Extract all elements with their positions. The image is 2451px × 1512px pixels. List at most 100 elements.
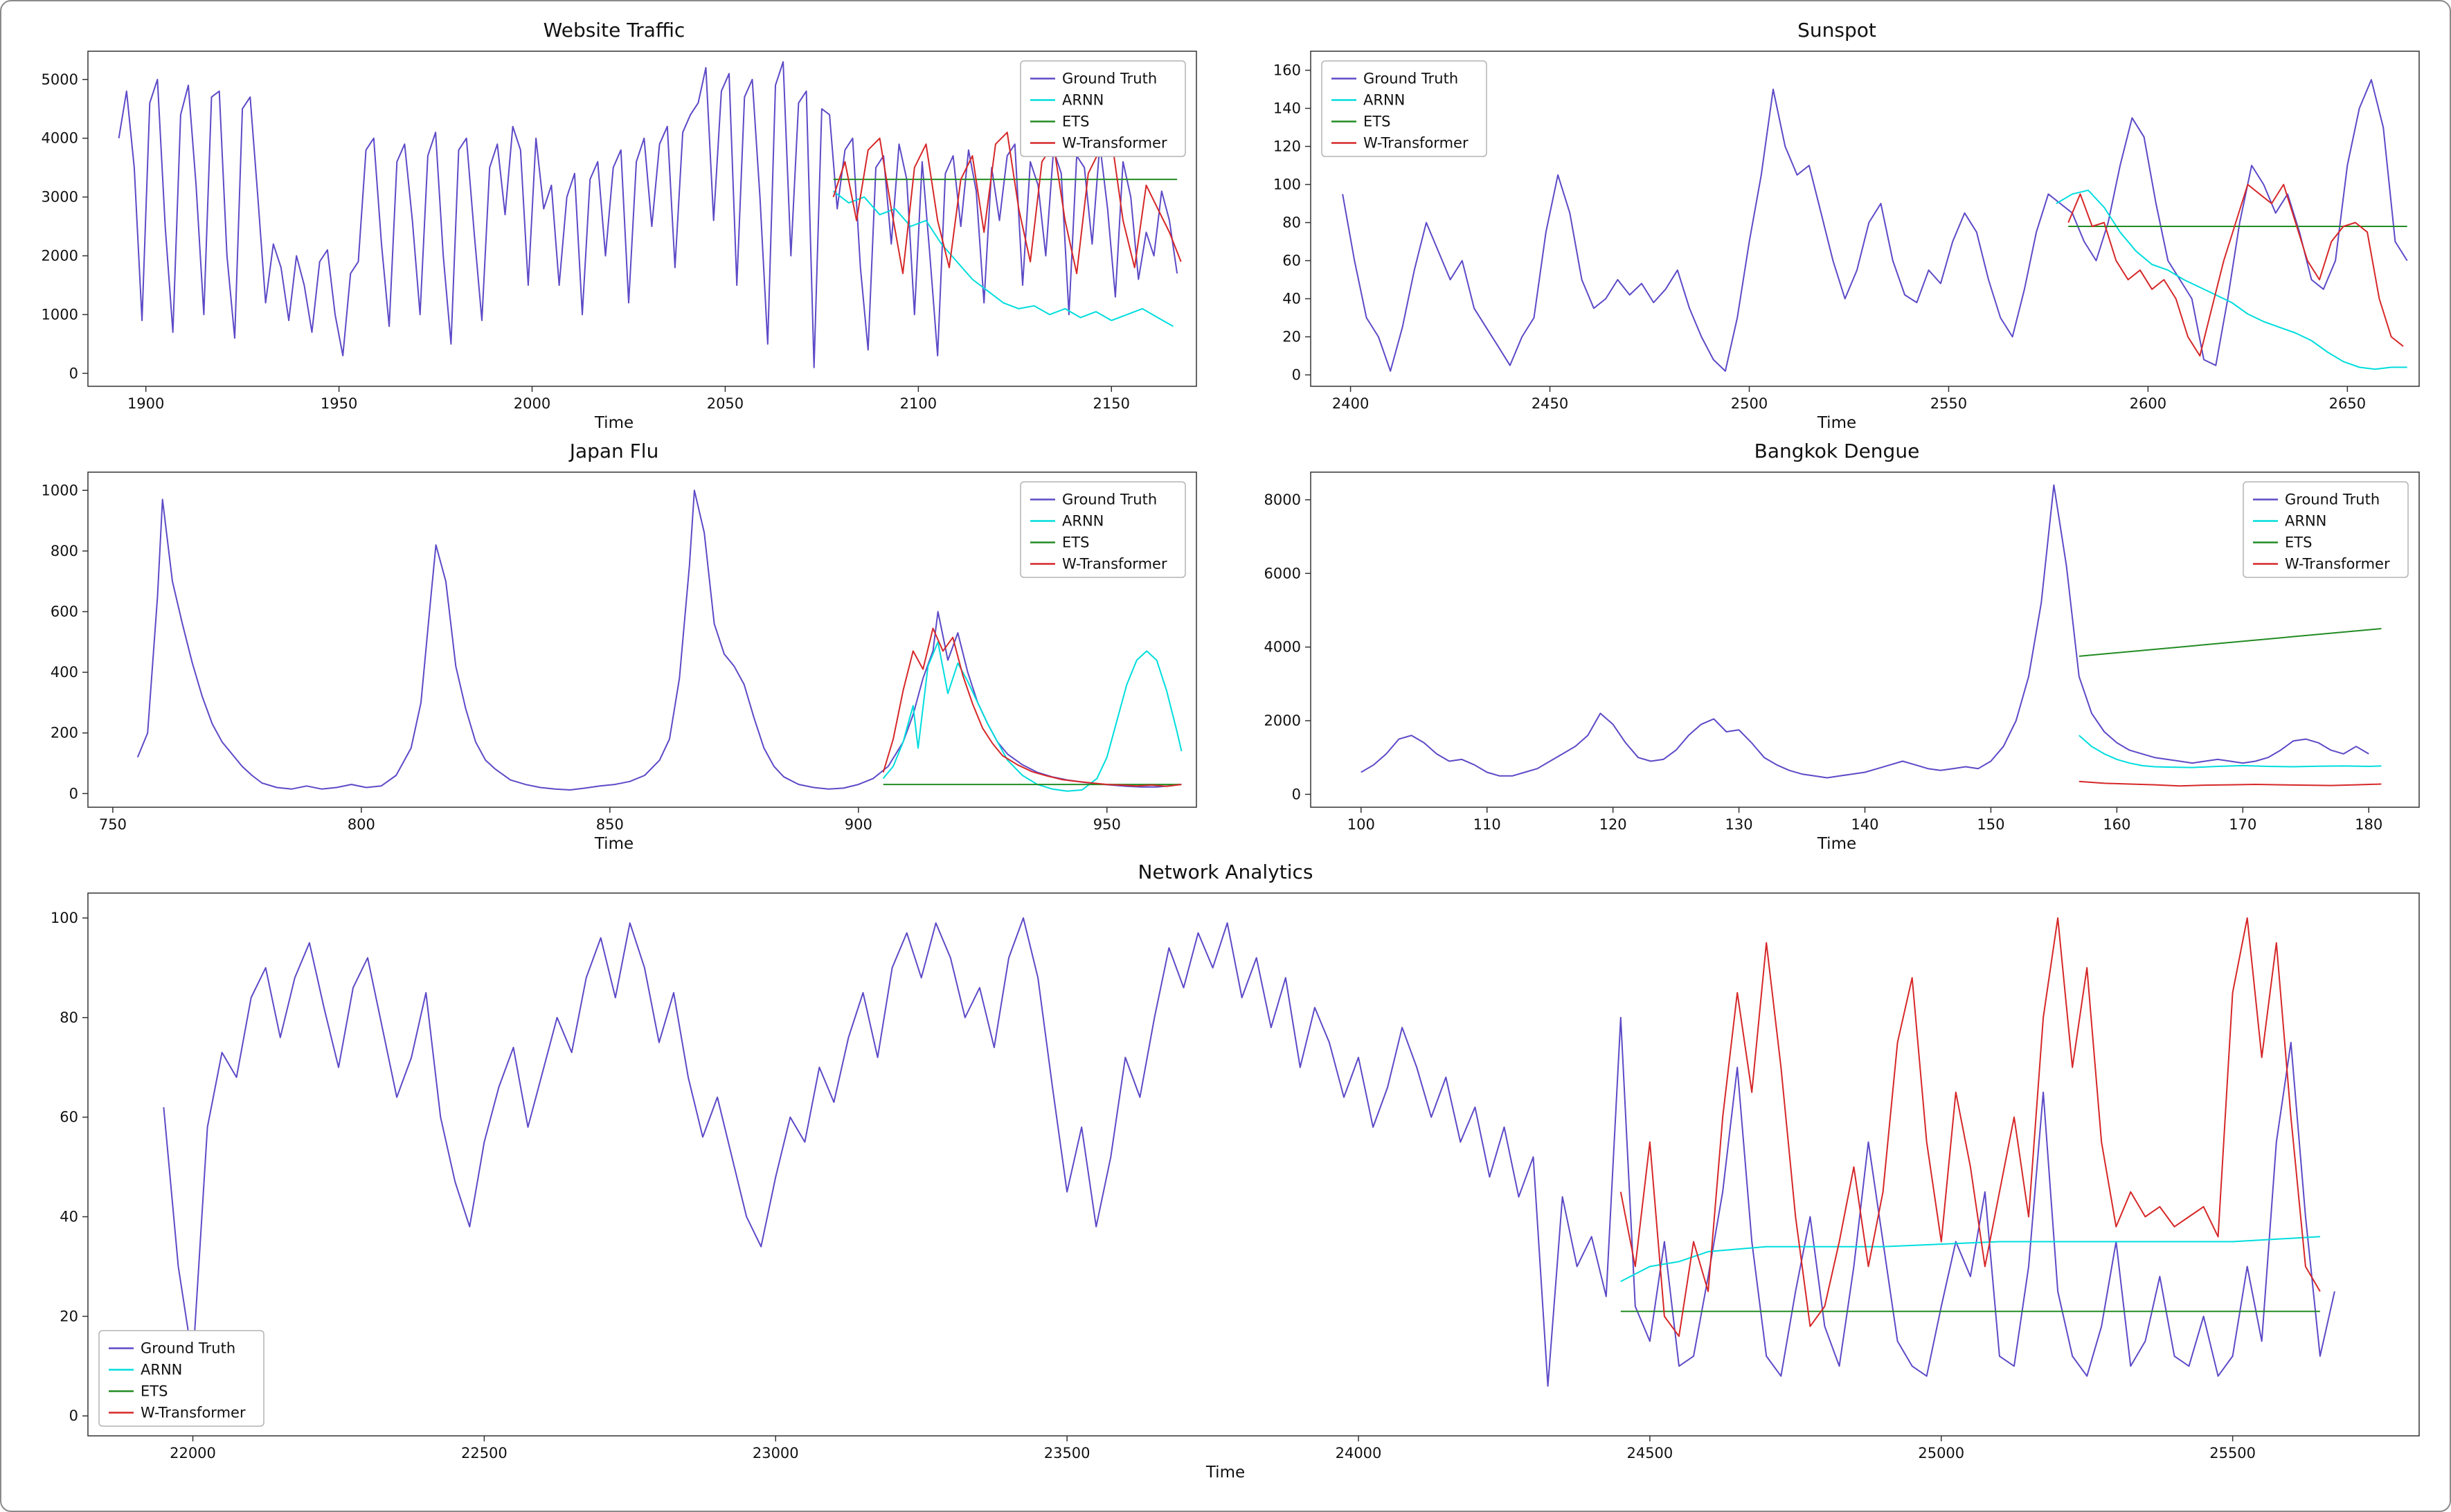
chart-website-traffic: Website Traffic 1900 1950 2000 2050 2100 2150… xyxy=(22,18,1206,433)
x-axis-label-japan-flu: Time xyxy=(594,835,634,853)
plot-wrap-bangkok-dengue: 100 110 120 130 140 150 160 170 180 0 2000 4000 6000… xyxy=(1245,464,2429,835)
series-group xyxy=(136,489,1183,792)
series-arnn xyxy=(882,641,1183,792)
x-tick-label: 800 xyxy=(348,816,375,833)
x-tick-label: 25000 xyxy=(1918,1445,1964,1461)
legend: Ground Truth ARNN ETS W-Transformer xyxy=(98,1330,264,1427)
legend: Ground Truth ARNN ETS W-Transformer xyxy=(1321,60,1487,157)
y-tick-label: 2000 xyxy=(1264,712,1301,729)
y-tick-label: 1000 xyxy=(42,482,78,498)
series-group xyxy=(118,61,1182,368)
x-axis-label-website-traffic: Time xyxy=(594,414,634,432)
series-arnn xyxy=(1620,1236,2320,1282)
x-axis-label-sunspot: Time xyxy=(1817,414,1857,432)
x-tick-label: 900 xyxy=(845,816,872,833)
x-tick-label: 180 xyxy=(2355,816,2382,833)
x-axis-label-bangkok-dengue: Time xyxy=(1817,835,1857,853)
series-w-transformer xyxy=(882,627,1182,787)
legend-label: Ground Truth xyxy=(2285,492,2380,508)
legend-label: W-Transformer xyxy=(1363,135,1469,152)
y-tick-label: 5000 xyxy=(42,71,78,88)
chart-title-network-analytics: Network Analytics xyxy=(1138,861,1313,883)
series-w-transformer xyxy=(2079,780,2382,787)
plot-frame xyxy=(87,51,1197,387)
chart-title-japan-flu: Japan Flu xyxy=(569,440,659,462)
legend-label: ARNN xyxy=(1363,92,1405,109)
x-tick-label: 2450 xyxy=(1532,395,1568,412)
plot-wrap-network-analytics: 22000 22500 23000 23500 24000 24500 25000 25500… xyxy=(22,885,2429,1464)
y-tick-label: 100 xyxy=(1273,177,1301,193)
y-tick-label: 80 xyxy=(1282,215,1301,231)
series-w-transformer xyxy=(832,132,1182,274)
x-tick-label: 160 xyxy=(2103,816,2130,833)
legend-label: ETS xyxy=(1363,114,1390,130)
y-tick-label: 160 xyxy=(1273,62,1301,79)
chart-title-sunspot: Sunspot xyxy=(1797,19,1876,42)
x-axis-label-network-analytics: Time xyxy=(1205,1464,1246,1482)
y-tick-label: 0 xyxy=(1292,367,1301,384)
plot-wrap-website-traffic: 1900 1950 2000 2050 2100 2150 0 1000 2000 3000 400… xyxy=(22,43,1206,414)
legend: Ground Truth ARNN ETS W-Transformer xyxy=(1020,60,1186,157)
chart-network-analytics: Network Analytics 22000 22500 23000 23500 24… xyxy=(22,860,2429,1483)
legend: Ground Truth ARNN ETS W-Transformer xyxy=(2243,481,2409,578)
y-tick-label: 4000 xyxy=(1264,639,1301,656)
series-arnn xyxy=(2056,189,2407,370)
plot-canvas-sunspot: 2400 2450 2500 2550 2600 2650 0 20 40 60 80 100 120 1… xyxy=(1273,51,2420,412)
series-group xyxy=(1342,79,2408,372)
x-tick-label: 22500 xyxy=(461,1445,508,1461)
x-tick-label: 2500 xyxy=(1731,395,1768,412)
y-tick-label: 2000 xyxy=(42,247,78,264)
legend-label: ETS xyxy=(1062,114,1089,130)
y-tick-label: 8000 xyxy=(1264,492,1301,508)
x-tick-label: 120 xyxy=(1599,816,1627,833)
x-tick-label: 2000 xyxy=(514,395,550,412)
series-ets xyxy=(2079,628,2382,657)
plot-canvas-bangkok-dengue: 100 110 120 130 140 150 160 170 180 0 2000 4000 6000… xyxy=(1264,471,2420,833)
y-tick-label: 20 xyxy=(1282,329,1301,345)
series-group xyxy=(1361,484,2382,787)
y-tick-label: 40 xyxy=(1282,291,1301,307)
y-tick-label: 200 xyxy=(51,725,78,741)
y-tick-label: 6000 xyxy=(1264,565,1301,582)
x-tick-label: 850 xyxy=(596,816,624,833)
y-tick-label: 400 xyxy=(51,664,78,681)
legend-box xyxy=(98,1330,264,1427)
series-ground-truth xyxy=(1361,484,2369,779)
legend-label: Ground Truth xyxy=(1062,71,1157,87)
charts-grid: Website Traffic 1900 1950 2000 2050 2100 2150… xyxy=(22,18,2429,1483)
legend-box xyxy=(2243,481,2409,578)
y-tick-label: 60 xyxy=(1282,253,1301,269)
legend-label: ARNN xyxy=(1062,92,1104,109)
legend-box xyxy=(1020,481,1186,578)
series-ground-truth xyxy=(1342,79,2408,372)
legend-label: ARNN xyxy=(141,1362,182,1378)
legend-label: ARNN xyxy=(2285,513,2326,530)
y-tick-label: 80 xyxy=(60,1009,78,1026)
legend-label: W-Transformer xyxy=(2285,556,2390,573)
y-tick-label: 120 xyxy=(1273,138,1301,155)
plot-canvas-network-analytics: 22000 22500 23000 23500 24000 24500 25000 25500… xyxy=(51,892,2420,1461)
chart-title-website-traffic: Website Traffic xyxy=(543,19,685,42)
chart-japan-flu: Japan Flu 750 800 850 900 950 0 200 400 600 800 10… xyxy=(22,439,1206,854)
x-tick-label: 110 xyxy=(1473,816,1501,833)
y-tick-label: 0 xyxy=(69,365,78,381)
plot-wrap-sunspot: 2400 2450 2500 2550 2600 2650 0 20 40 60 80 100 120 1… xyxy=(1245,43,2429,414)
x-tick-label: 130 xyxy=(1725,816,1753,833)
series-arnn xyxy=(832,190,1174,327)
chart-title-bangkok-dengue: Bangkok Dengue xyxy=(1754,440,1920,462)
y-tick-label: 600 xyxy=(51,603,78,620)
legend-label: W-Transformer xyxy=(141,1405,246,1421)
legend-box xyxy=(1321,60,1487,157)
x-tick-label: 950 xyxy=(1093,816,1121,833)
plot-frame xyxy=(87,471,1197,808)
x-tick-label: 2650 xyxy=(2329,395,2366,412)
series-arnn xyxy=(2079,735,2382,768)
x-tick-label: 140 xyxy=(1851,816,1878,833)
x-tick-label: 100 xyxy=(1347,816,1375,833)
y-tick-label: 100 xyxy=(51,910,78,926)
legend: Ground Truth ARNN ETS W-Transformer xyxy=(1020,481,1186,578)
legend-label: Ground Truth xyxy=(1062,492,1157,508)
legend-label: W-Transformer xyxy=(1062,135,1167,152)
x-tick-label: 2550 xyxy=(1930,395,1967,412)
legend-label: ARNN xyxy=(1062,513,1104,530)
